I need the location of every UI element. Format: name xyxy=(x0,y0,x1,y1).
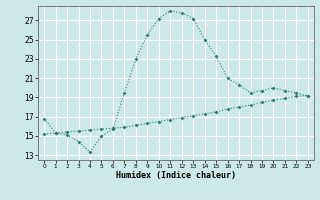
X-axis label: Humidex (Indice chaleur): Humidex (Indice chaleur) xyxy=(116,171,236,180)
